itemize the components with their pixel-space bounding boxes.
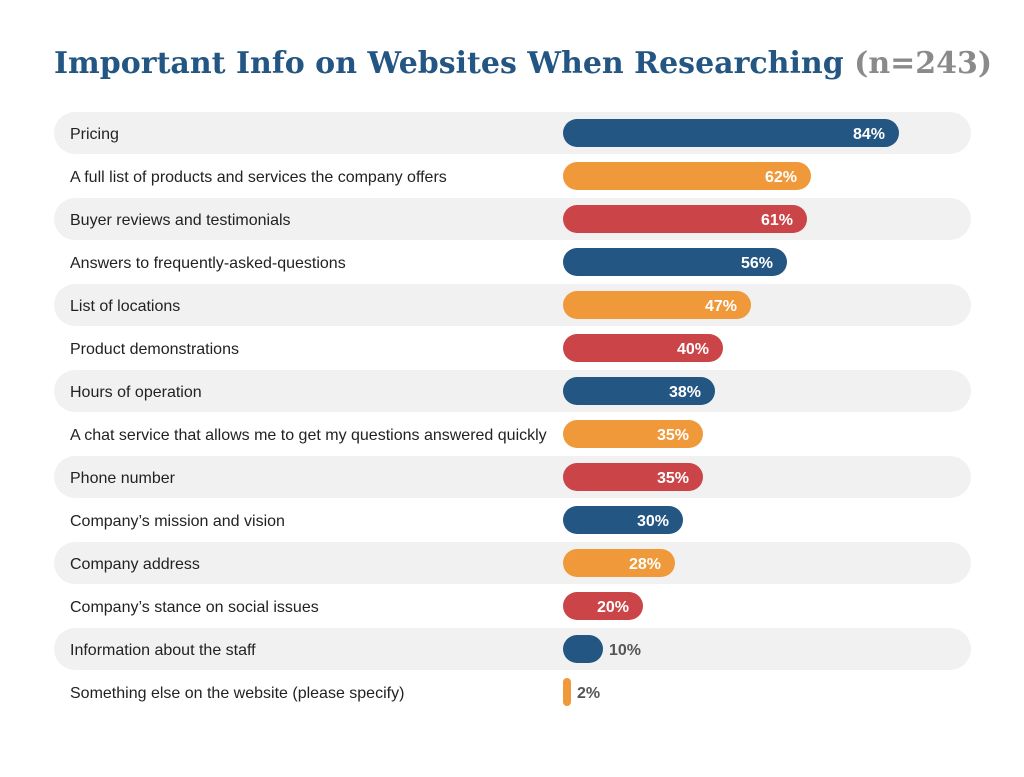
bar — [563, 205, 807, 233]
category-label: A full list of products and services the… — [70, 169, 447, 186]
row-stripe — [54, 542, 971, 584]
row-stripe — [54, 628, 971, 670]
category-label: Company address — [70, 556, 200, 573]
chart-title-main: Important Info on Websites When Research… — [54, 46, 844, 81]
bar — [563, 678, 571, 706]
category-label: A chat service that allows me to get my … — [70, 427, 547, 444]
chart-row: Answers to frequently-asked-questions 56% — [70, 248, 787, 276]
chart-row: Information about the staff 10% — [54, 628, 971, 670]
bar — [563, 420, 703, 448]
bar — [563, 291, 751, 319]
bar — [563, 506, 683, 534]
value-label: 40% — [677, 341, 709, 358]
chart-row: Company address 28% — [54, 542, 971, 584]
chart-title-sample-size: (n=243) — [854, 46, 993, 81]
row-stripe — [54, 284, 971, 326]
category-label: Buyer reviews and testimonials — [70, 212, 291, 229]
category-label: List of locations — [70, 298, 180, 315]
chart-row: Phone number 35% — [54, 456, 971, 498]
row-stripe — [54, 456, 971, 498]
category-label: Product demonstrations — [70, 341, 239, 358]
chart-row: List of locations 47% — [54, 284, 971, 326]
chart-row: Company’s mission and vision 30% — [70, 506, 683, 534]
chart-row: Buyer reviews and testimonials 61% — [54, 198, 971, 240]
value-label: 30% — [637, 513, 669, 530]
bar — [563, 549, 675, 577]
value-label: 28% — [629, 556, 661, 573]
bar — [563, 377, 715, 405]
bar — [563, 248, 787, 276]
category-label: Company’s stance on social issues — [70, 599, 319, 616]
category-label: Answers to frequently-asked-questions — [70, 255, 346, 272]
category-label: Pricing — [70, 126, 119, 143]
category-label: Something else on the website (please sp… — [70, 685, 404, 702]
bar — [563, 162, 811, 190]
chart-row: Pricing 84% — [54, 112, 971, 154]
category-label: Information about the staff — [70, 642, 256, 659]
value-label: 20% — [597, 599, 629, 616]
chart-title: Important Info on Websites When Research… — [54, 44, 992, 84]
value-label: 35% — [657, 427, 689, 444]
value-label: 35% — [657, 470, 689, 487]
bar — [563, 635, 603, 663]
chart-row: Company’s stance on social issues 20% — [70, 592, 643, 620]
chart-row: A full list of products and services the… — [70, 162, 811, 190]
value-label: 61% — [761, 212, 793, 229]
value-label: 2% — [577, 685, 600, 702]
value-label: 62% — [765, 169, 797, 186]
bar — [563, 463, 703, 491]
value-label: 47% — [705, 298, 737, 315]
chart-row: Something else on the website (please sp… — [70, 678, 600, 706]
category-label: Hours of operation — [70, 384, 202, 401]
bar — [563, 592, 643, 620]
chart-row: Hours of operation 38% — [54, 370, 971, 412]
value-label: 38% — [669, 384, 701, 401]
value-label: 10% — [609, 642, 641, 659]
category-label: Phone number — [70, 470, 176, 487]
chart-row: Product demonstrations 40% — [70, 334, 723, 362]
bar — [563, 119, 899, 147]
bar — [563, 334, 723, 362]
value-label: 84% — [853, 126, 885, 143]
value-label: 56% — [741, 255, 773, 272]
row-stripe — [54, 370, 971, 412]
chart-row: A chat service that allows me to get my … — [70, 420, 703, 448]
category-label: Company’s mission and vision — [70, 513, 285, 530]
